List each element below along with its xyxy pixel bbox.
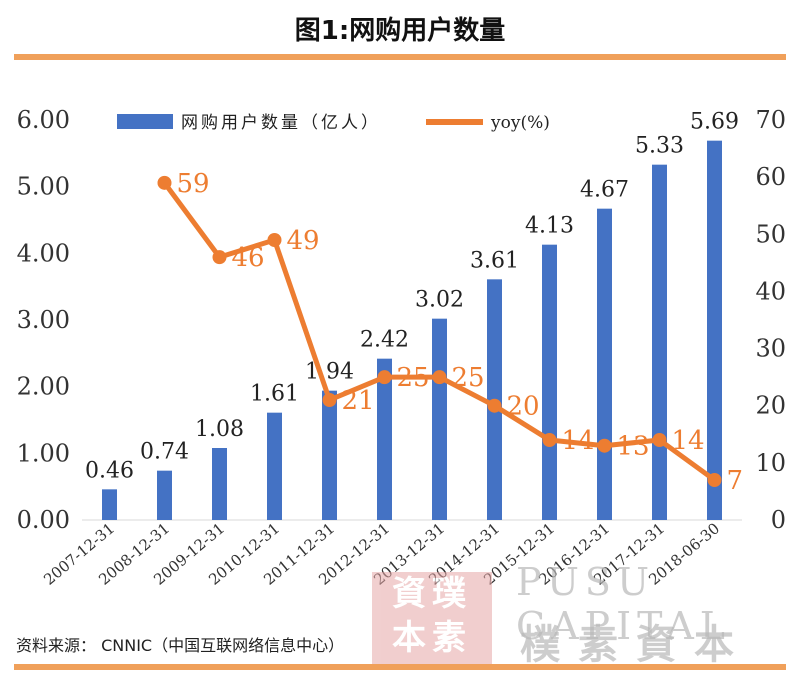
- right-tick-label: 0: [771, 506, 786, 534]
- legend-label-bar: 网购用户数量（亿人）: [181, 113, 381, 133]
- bar-value-label: 5.33: [635, 134, 684, 159]
- line-value-labels: 59 46 49 21 25 25 20 14 13 14 7: [177, 169, 744, 496]
- bar-value-label: 4.67: [580, 178, 629, 203]
- top-divider: [14, 54, 786, 60]
- yoy-value-label: 25: [452, 363, 485, 393]
- left-axis: 0.00 1.00 2.00 3.00 4.00 5.00 6.00: [17, 106, 70, 534]
- yoy-point: [267, 233, 282, 247]
- left-tick-label: 4.00: [17, 239, 70, 267]
- chart-title: 图1:网购用户数量: [294, 16, 506, 46]
- legend-swatch-bar: [117, 114, 173, 129]
- yoy-value-label: 46: [232, 243, 265, 273]
- watermark-chinese: 樸素資本: [520, 621, 752, 668]
- bar-value-label: 5.69: [690, 110, 739, 135]
- bar: [542, 244, 557, 520]
- bar-value-label: 1.61: [250, 382, 299, 407]
- bar: [102, 489, 117, 520]
- yoy-point: [322, 393, 337, 407]
- bar: [597, 208, 612, 520]
- bar: [432, 318, 447, 520]
- bar-value-label: 0.46: [85, 458, 134, 483]
- yoy-point: [432, 370, 447, 385]
- yoy-point: [707, 473, 722, 487]
- bar-value-labels: 0.460.741.081.611.942.423.023.614.134.67…: [85, 110, 739, 484]
- right-tick-label: 40: [755, 277, 786, 305]
- bar-value-label: 0.74: [140, 440, 189, 465]
- watermark-english: PUSU CAPITAL: [516, 560, 732, 648]
- yoy-point: [542, 433, 557, 447]
- bottom-divider: [14, 664, 786, 670]
- bar: [377, 358, 392, 520]
- bar-value-label: 2.42: [360, 328, 409, 353]
- bar-value-label: 4.13: [525, 214, 574, 239]
- legend-label-line: yoy(%): [490, 113, 550, 133]
- left-tick-label: 6.00: [17, 106, 70, 134]
- yoy-point: [157, 175, 172, 190]
- yoy-point: [597, 438, 612, 453]
- legend: 网购用户数量（亿人） yoy(%): [117, 113, 550, 133]
- yoy-point: [487, 398, 502, 413]
- yoy-point: [212, 250, 227, 265]
- yoy-value-label: 25: [397, 363, 430, 393]
- yoy-value-label: 14: [672, 426, 705, 456]
- right-axis: 0 10 20 30 40 50 60 70: [755, 106, 786, 534]
- yoy-value-label: 14: [562, 426, 595, 456]
- yoy-value-label: 21: [342, 386, 375, 416]
- left-tick-label: 1.00: [17, 439, 70, 467]
- yoy-value-label: 13: [617, 432, 650, 462]
- source-note: 资料来源： CNNIC（中国互联网络信息中心）: [16, 636, 345, 655]
- left-tick-label: 5.00: [17, 173, 70, 201]
- bar-value-label: 3.61: [470, 248, 519, 273]
- watermark-seal: 資璞 本素: [372, 572, 492, 664]
- right-tick-label: 60: [755, 163, 786, 191]
- left-tick-label: 3.00: [17, 306, 70, 334]
- bar: [652, 164, 667, 520]
- bar-value-label: 1.08: [195, 417, 244, 442]
- right-tick-label: 30: [755, 335, 786, 363]
- yoy-point: [652, 433, 667, 447]
- bar: [157, 470, 172, 520]
- bar: [267, 412, 282, 520]
- bar: [707, 140, 722, 520]
- yoy-point: [377, 370, 392, 385]
- yoy-value-label: 59: [177, 169, 210, 199]
- yoy-value-label: 7: [727, 466, 744, 496]
- bar-value-label: 1.94: [305, 360, 354, 385]
- bar: [212, 448, 227, 520]
- right-tick-label: 50: [755, 220, 786, 248]
- bar: [322, 390, 337, 520]
- left-tick-label: 0.00: [17, 506, 70, 534]
- line-series: [157, 175, 722, 487]
- yoy-value-label: 49: [287, 226, 320, 256]
- right-tick-label: 70: [755, 106, 786, 134]
- right-tick-label: 20: [755, 392, 786, 420]
- bar-value-label: 3.02: [415, 288, 464, 313]
- yoy-value-label: 20: [507, 392, 540, 422]
- right-tick-label: 10: [755, 449, 786, 477]
- left-tick-label: 2.00: [17, 373, 70, 401]
